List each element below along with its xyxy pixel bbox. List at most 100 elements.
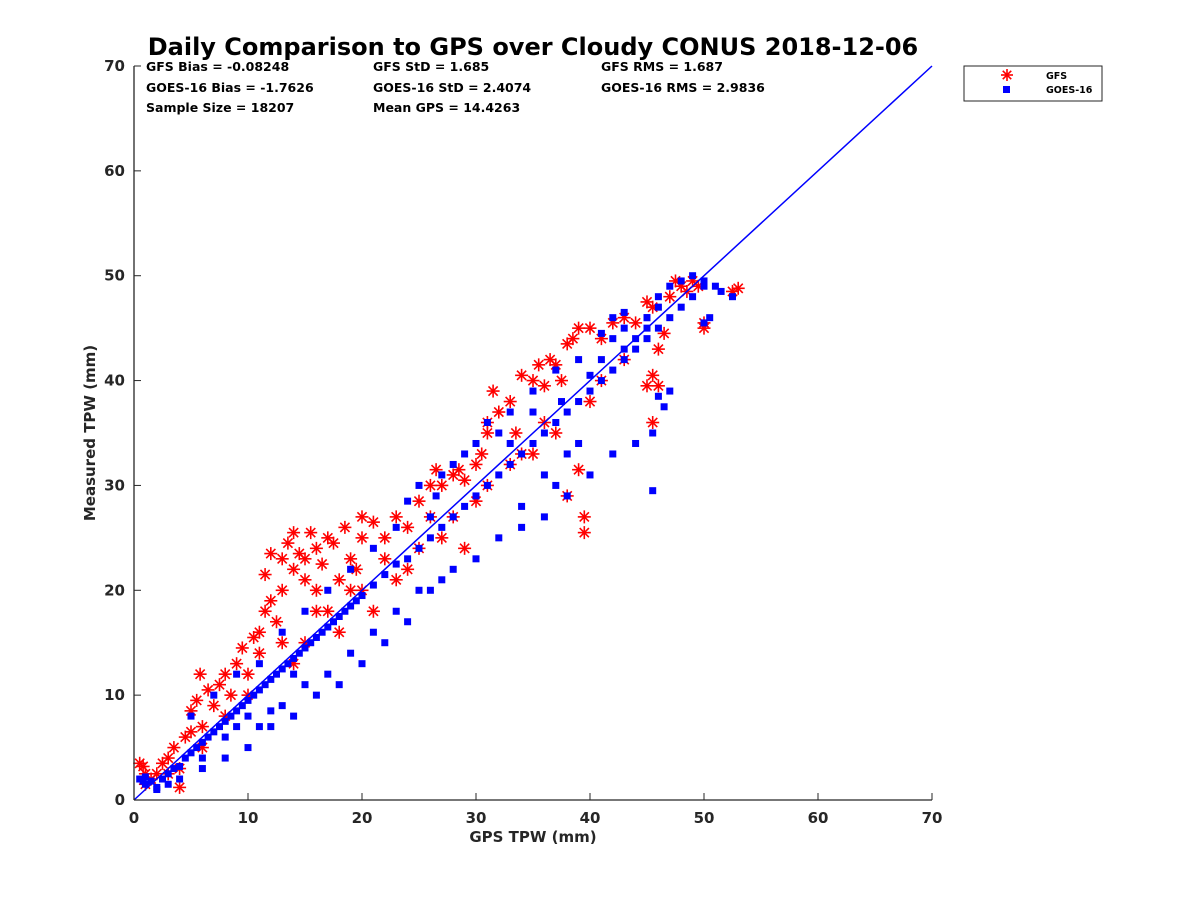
goes16-point <box>609 366 617 374</box>
goes16-point <box>461 450 469 458</box>
goes16-point <box>404 555 412 563</box>
goes16-point <box>563 408 571 416</box>
goes16-point <box>369 544 377 552</box>
goes16-point <box>597 356 605 364</box>
goes16-point <box>495 429 503 437</box>
gfs-point <box>321 604 335 618</box>
gfs-point <box>224 688 238 702</box>
x-tick-label: 20 <box>352 809 373 827</box>
y-axis-ticks: 0 10 20 30 40 50 60 70 <box>104 57 141 809</box>
goes16-point <box>267 723 275 731</box>
goes16-point <box>381 571 389 579</box>
goes16-point <box>301 607 309 615</box>
gfs-point <box>555 374 568 388</box>
goes16-point <box>318 628 326 636</box>
gfs-point <box>235 641 249 655</box>
gfs-point <box>629 316 643 330</box>
goes16-point <box>147 777 155 785</box>
legend: GFS GOES-16 <box>963 65 1103 102</box>
gfs-point <box>572 463 586 477</box>
goes16-point <box>330 618 337 626</box>
goes16-point <box>193 744 201 752</box>
goes16-point <box>483 481 491 489</box>
gfs-point <box>184 725 198 739</box>
gfs-point <box>646 416 660 430</box>
gfs-point <box>355 510 369 524</box>
y-tick-label: 40 <box>104 372 125 390</box>
goes16-point <box>164 780 172 788</box>
gfs-point <box>241 667 255 681</box>
gfs-point <box>572 321 586 335</box>
goes16-point <box>250 691 258 699</box>
legend-gfs-marker <box>1001 69 1013 81</box>
gfs-point <box>275 583 289 597</box>
goes16-point <box>284 660 292 668</box>
gfs-point <box>338 520 352 534</box>
goes16-point <box>700 319 708 327</box>
goes16-point <box>689 272 697 280</box>
goes16-point <box>438 471 446 479</box>
gfs-point <box>264 547 278 561</box>
goes16-point <box>198 765 206 773</box>
goes16-point <box>438 576 446 584</box>
goes16-point <box>540 513 548 521</box>
gfs-point <box>378 552 392 566</box>
x-tick-label: 40 <box>580 809 601 827</box>
legend-gfs-label: GFS <box>1046 71 1067 82</box>
y-tick-label: 10 <box>104 686 125 704</box>
goes16-point <box>552 366 560 374</box>
gfs-point <box>252 625 266 639</box>
gfs-point <box>309 583 323 597</box>
gfs-point <box>344 552 358 566</box>
gfs-point <box>412 494 426 508</box>
gfs-point <box>344 583 358 597</box>
goes16-point <box>518 450 526 458</box>
goes16-point <box>552 481 560 489</box>
y-axis-label: Measured TPW (mm) <box>81 345 99 521</box>
gfs-point <box>389 510 403 524</box>
gfs-point <box>287 526 301 540</box>
gfs-point <box>193 667 207 681</box>
goes16-point <box>438 523 446 531</box>
goes16-point <box>472 492 480 500</box>
gfs-point <box>503 395 517 409</box>
gfs-point <box>309 604 323 618</box>
gfs-point <box>526 374 540 388</box>
goes16-point <box>529 387 537 395</box>
goes16-point <box>575 439 583 447</box>
goes16-point <box>324 623 332 631</box>
goes16-point <box>609 450 617 458</box>
stat-gfs-rms: GFS RMS = 1.687 <box>601 59 723 74</box>
goes16-point <box>495 534 503 542</box>
goes16-point <box>335 681 343 689</box>
gfs-point <box>401 562 415 576</box>
gfs-point <box>230 657 244 671</box>
goes16-point <box>255 723 263 731</box>
goes16-point <box>198 754 206 762</box>
goes16-point <box>369 628 377 636</box>
goes16-point <box>415 586 423 594</box>
goes16-point <box>358 592 366 600</box>
goes16-point <box>432 492 440 500</box>
goes16-point <box>392 607 400 615</box>
goes16-point <box>267 707 275 715</box>
goes16-point <box>666 387 674 395</box>
gfs-point <box>486 384 500 398</box>
gfs-point <box>435 531 449 545</box>
goes16-point <box>301 644 309 652</box>
gfs-point <box>213 678 226 692</box>
goes16-point <box>620 324 628 332</box>
goes16-point <box>381 639 389 647</box>
x-tick-label: 70 <box>922 809 943 827</box>
goes16-point <box>204 733 212 741</box>
gfs-point <box>532 358 546 372</box>
goes16-point <box>506 460 514 468</box>
goes16-point <box>643 314 651 322</box>
gfs-point <box>167 741 181 755</box>
goes16-point <box>324 670 332 678</box>
gfs-point <box>264 594 278 608</box>
reference-line <box>133 65 933 801</box>
goes16-point <box>347 649 355 657</box>
gfs-point <box>298 552 312 566</box>
